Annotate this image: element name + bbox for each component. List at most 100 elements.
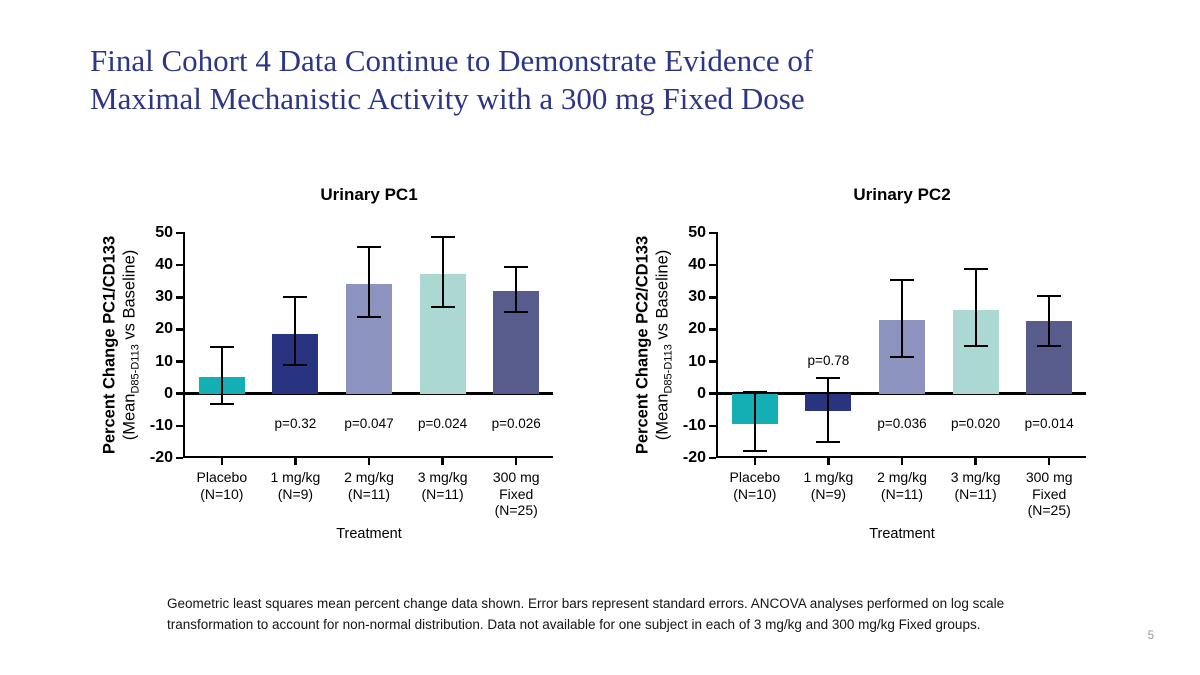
y-tick-label: 40 <box>155 256 173 274</box>
zero-baseline <box>185 392 553 395</box>
x-axis-title: Treatment <box>336 526 402 542</box>
y-tick-mark <box>708 296 716 299</box>
p-value-label: p=0.020 <box>951 416 1001 432</box>
p-value-label: p=0.047 <box>344 416 394 432</box>
error-bar-cap-top <box>209 346 234 349</box>
error-bar-cap-bottom <box>357 315 381 318</box>
category-label: Placebo (N=10) <box>729 469 781 502</box>
error-bar-cap-top <box>742 391 767 394</box>
error-bar-cap-top <box>283 296 308 299</box>
y-tick-mark <box>175 424 183 428</box>
y-tick-label: 0 <box>697 384 706 402</box>
y-tick-mark <box>708 360 716 363</box>
category-label: 3 mg/kg (N=11) <box>417 469 468 502</box>
y-tick-label: 50 <box>155 224 173 241</box>
y-tick-mark <box>708 456 716 460</box>
category-label: 300 mg Fixed (N=25) <box>492 469 540 518</box>
y-tick-mark <box>175 360 183 363</box>
error-bar-cap-top <box>357 246 381 249</box>
y-tick-label: 20 <box>688 320 706 338</box>
error-bar-cap-bottom <box>890 356 914 359</box>
error-bar-line <box>441 236 444 307</box>
plot-area: -20 -10 0 10 20 30 40 50 Placebo (N=10) p=0.78 1 mg… <box>683 224 1086 518</box>
category-label: 3 mg/kg (N=11) <box>950 469 1001 502</box>
error-bar-cap-bottom <box>742 449 767 452</box>
footnote-line2: transformation to account for non-normal… <box>167 616 981 632</box>
y-tick-mark <box>708 231 716 235</box>
y-tick-label: 10 <box>688 352 706 370</box>
y-tick-label: 30 <box>155 288 173 306</box>
y-axis <box>182 232 185 458</box>
error-bar-cap-bottom <box>963 344 988 347</box>
x-tick-mark <box>514 458 518 465</box>
error-bar-cap-top <box>890 278 914 281</box>
footnote: Geometric least squares mean percent cha… <box>167 594 1004 635</box>
y-axis-label-line1: Percent Change PC1/CD133 <box>100 235 119 455</box>
error-bar-cap-bottom <box>1037 344 1062 347</box>
zero-baseline <box>718 392 1086 395</box>
error-bar-cap-top <box>963 268 988 270</box>
y-tick-label: -20 <box>682 449 706 466</box>
y-axis <box>715 232 718 458</box>
x-axis-title: Treatment <box>869 526 935 542</box>
chart-title: Urinary PC1 <box>320 185 418 204</box>
p-value-label: p=0.014 <box>1024 416 1074 432</box>
y-tick-mark <box>175 231 183 235</box>
y-tick-mark <box>175 263 183 267</box>
x-tick-mark <box>220 458 224 465</box>
x-tick-mark <box>753 458 757 465</box>
error-bar-cap-bottom <box>283 363 308 366</box>
x-tick-mark <box>974 458 977 465</box>
y-tick-mark <box>708 328 716 331</box>
category-label: 300 mg Fixed (N=25) <box>1025 469 1073 518</box>
slide-title-line1: Final Cohort 4 Data Continue to Demonstr… <box>90 43 814 78</box>
category-label: 2 mg/kg (N=11) <box>877 469 927 502</box>
p-value-label: p=0.32 <box>274 416 317 432</box>
error-bar-cap-bottom <box>504 310 529 313</box>
y-tick-label: 10 <box>155 352 173 370</box>
y-tick-label: -10 <box>682 416 706 434</box>
y-tick-mark <box>175 392 183 395</box>
error-bar-line <box>901 279 903 358</box>
footnote-line1: Geometric least squares mean percent cha… <box>167 596 1005 611</box>
y-tick-label: 0 <box>164 384 173 402</box>
error-bar-line <box>753 392 756 451</box>
error-bar-cap-bottom <box>816 440 841 443</box>
p-value-label: p=0.036 <box>877 416 927 432</box>
error-bar-cap-bottom <box>430 305 455 308</box>
x-axis <box>182 455 553 458</box>
y-tick-label: -20 <box>149 449 173 466</box>
category-label: 1 mg/kg (N=9) <box>803 469 854 502</box>
chart-urinary-pc1: Urinary PC1 Percent Change PC1/CD133 (Me… <box>95 183 565 573</box>
x-tick-mark <box>900 458 904 465</box>
y-tick-label: 40 <box>688 256 706 274</box>
x-axis <box>715 455 1086 458</box>
p-value-label: p=0.78 <box>807 352 850 368</box>
error-bar-line <box>515 267 518 312</box>
y-tick-label: 30 <box>688 288 706 306</box>
y-tick-mark <box>708 392 716 395</box>
p-value-label: p=0.026 <box>491 416 541 432</box>
error-bar-cap-bottom <box>209 403 234 406</box>
category-label: Placebo (N=10) <box>196 469 248 502</box>
y-tick-mark <box>175 456 183 460</box>
y-tick-mark <box>708 424 716 428</box>
category-label: 2 mg/kg (N=11) <box>344 469 394 502</box>
error-bar-line <box>294 297 297 365</box>
y-tick-label: 50 <box>688 224 706 241</box>
error-bar-cap-top <box>1037 294 1062 297</box>
error-bar-line <box>1048 295 1051 346</box>
category-label: 1 mg/kg (N=9) <box>270 469 321 502</box>
error-bar-line <box>368 247 370 317</box>
chart-title: Urinary PC2 <box>853 185 951 204</box>
error-bar-cap-top <box>816 377 841 380</box>
x-tick-mark <box>827 458 830 465</box>
y-tick-label: 20 <box>155 320 173 338</box>
error-bar-cap-top <box>504 266 529 269</box>
x-tick-mark <box>367 458 371 465</box>
error-bar-line <box>974 269 977 346</box>
x-tick-mark <box>1047 458 1051 465</box>
p-value-label: p=0.024 <box>418 416 468 432</box>
error-bar-cap-top <box>430 235 455 238</box>
